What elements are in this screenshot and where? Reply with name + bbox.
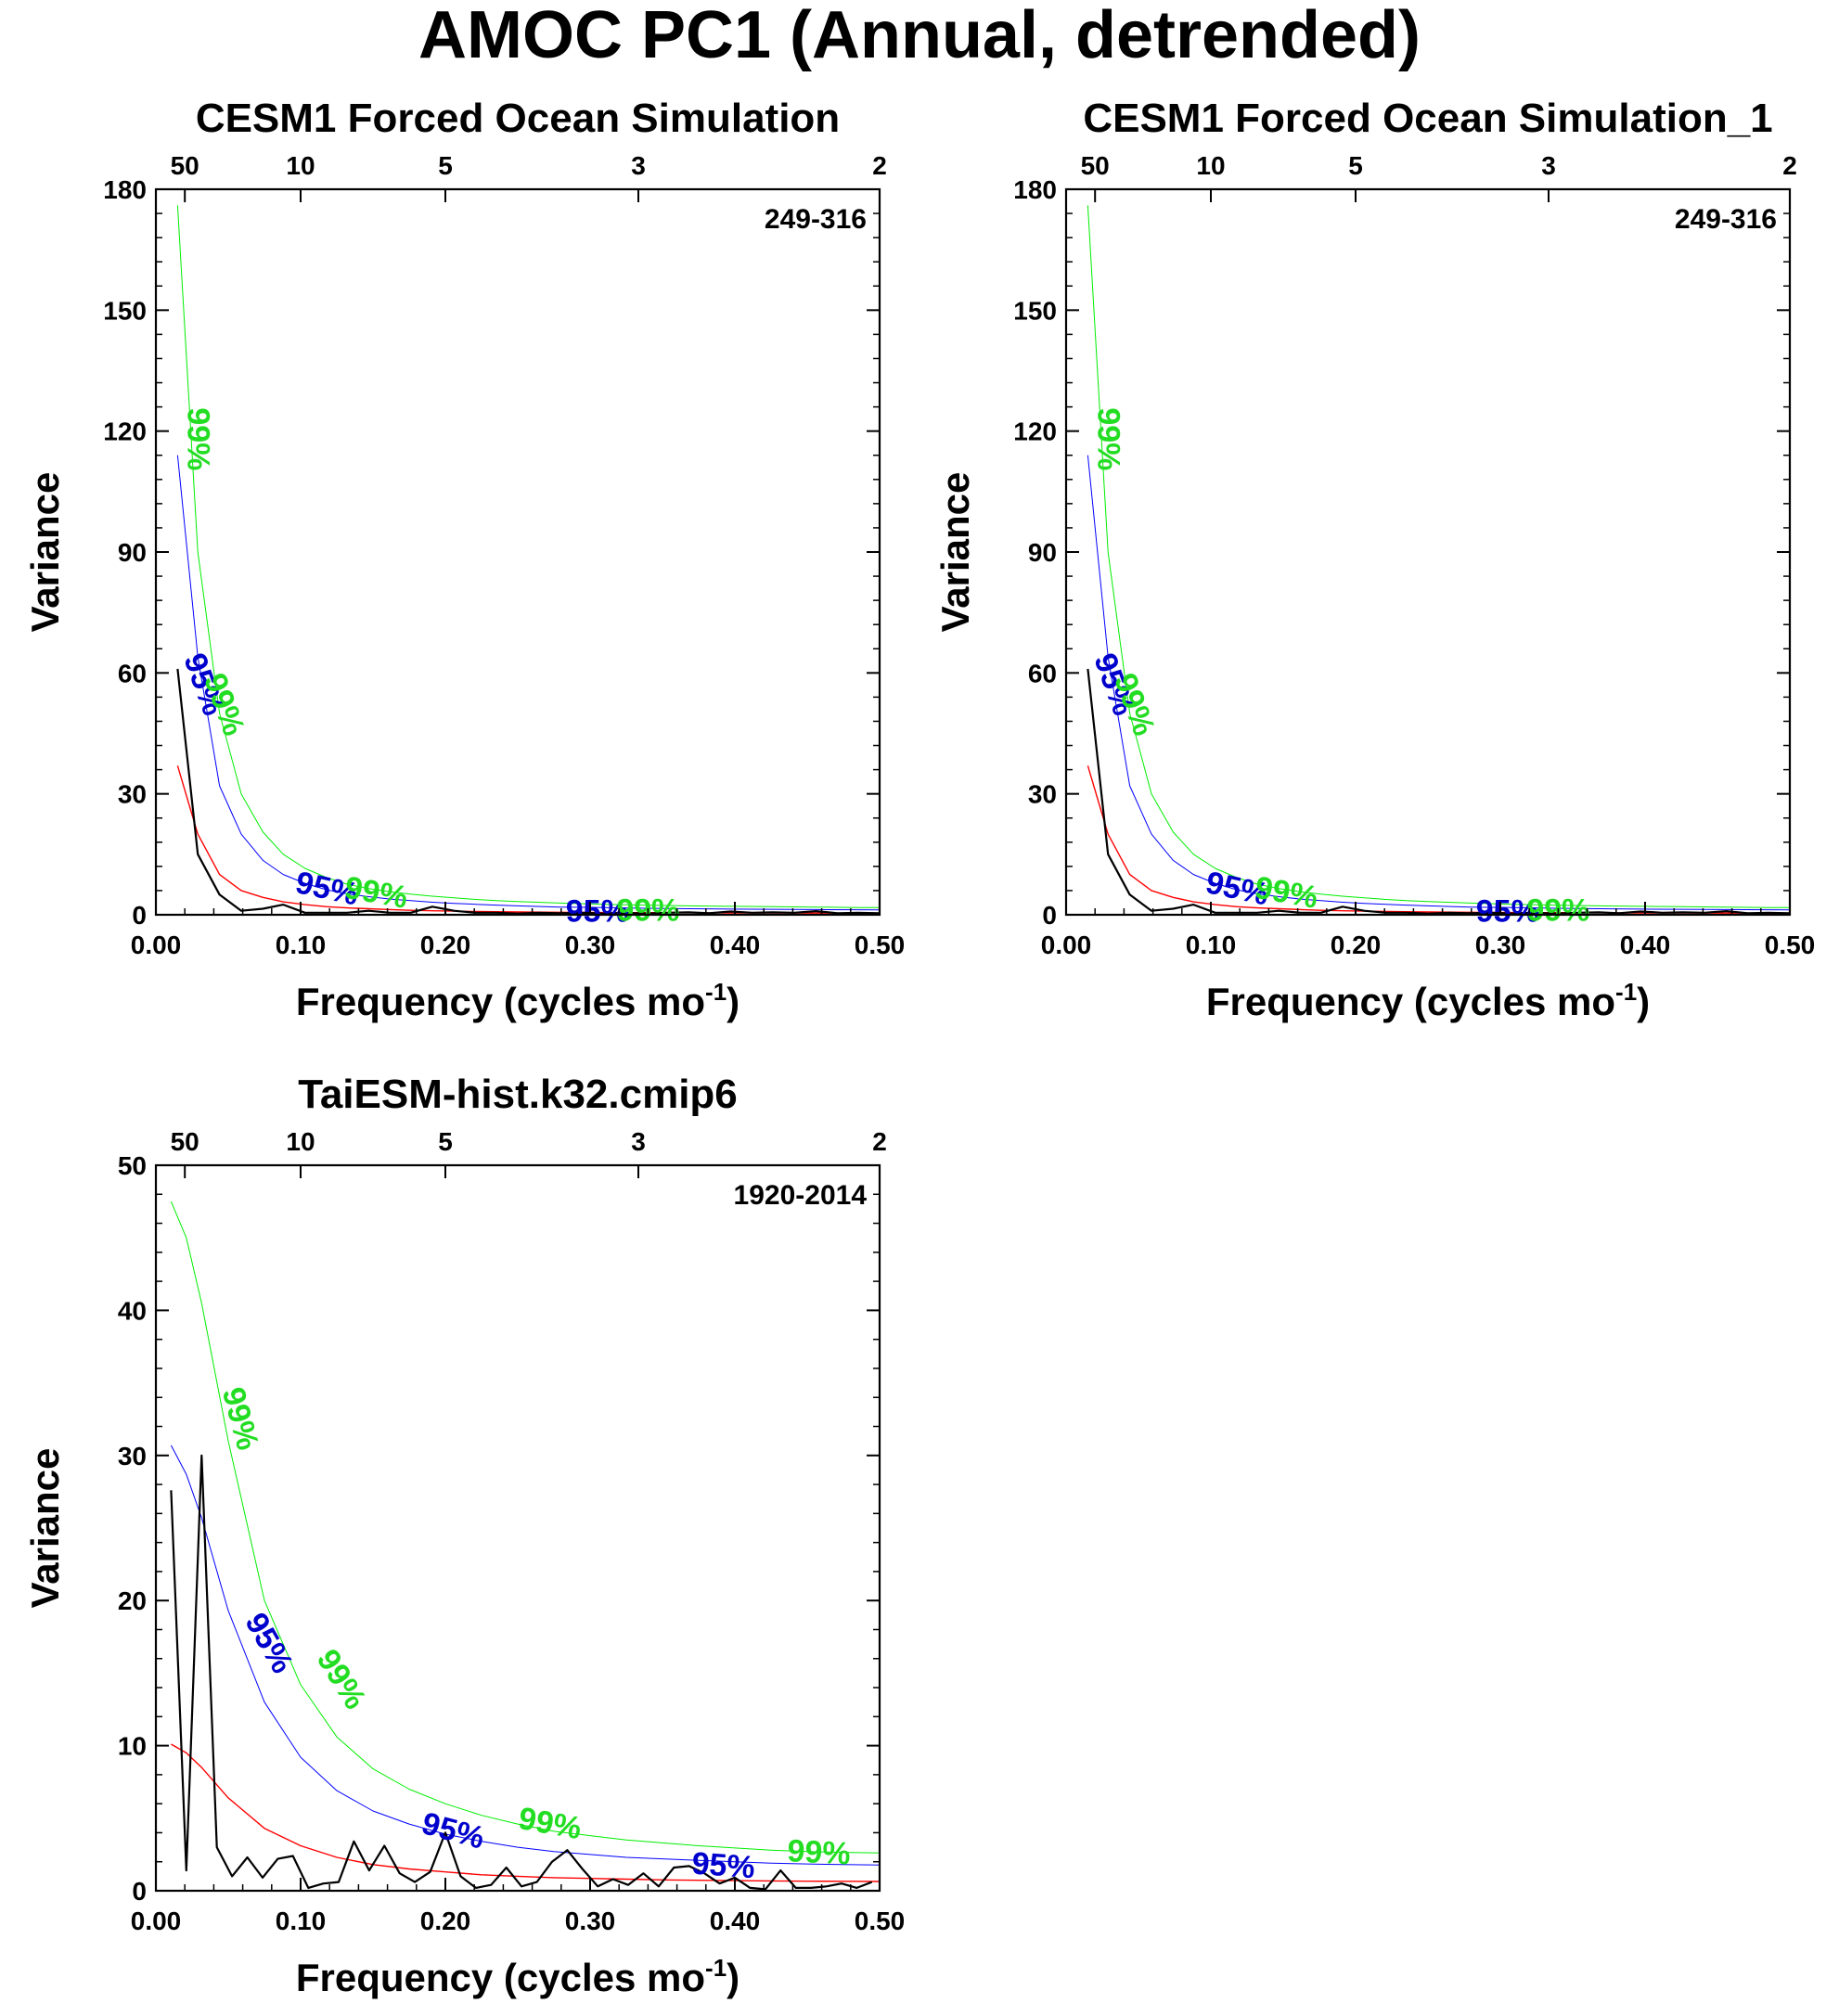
chart-1-series-spectrum <box>1087 668 1790 915</box>
chart-1-xtick-label: 0.00 <box>1041 931 1092 959</box>
chart-2-xtick-label: 0.00 <box>131 1907 182 1935</box>
chart-0-xlabel: Frequency (cycles mo-1) <box>296 978 739 1023</box>
chart-1-ytick-label: 0 <box>1042 901 1057 930</box>
chart-2-curve-label-ci99-2: 99% <box>310 1643 373 1715</box>
chart-0-period-tick-label: 50 <box>171 151 199 180</box>
chart-0-series-spectrum <box>176 668 880 915</box>
main-title: AMOC PC1 (Annual, detrended) <box>418 0 1421 72</box>
chart-1-xtick-label: 0.40 <box>1620 931 1671 959</box>
chart-2-xlabel: Frequency (cycles mo-1) <box>296 1954 739 1999</box>
chart-0-ytick-label: 60 <box>118 659 147 687</box>
chart-1-period-tick-label: 3 <box>1541 151 1556 180</box>
panel-cesm1-forced-ocean-1: CESM1 Forced Ocean Simulation_199%95%99%… <box>933 96 1815 1023</box>
chart-1-ytick-label: 180 <box>1013 175 1057 204</box>
chart-2-curves <box>170 1201 880 1891</box>
chart-2-series-ci95 <box>170 1445 880 1866</box>
chart-2-ylabel: Variance <box>23 1448 67 1609</box>
chart-1-period-tick-label: 2 <box>1782 151 1797 180</box>
chart-0-period-tick-label: 2 <box>872 151 887 180</box>
chart-2-xtick-label: 0.40 <box>710 1907 761 1935</box>
chart-0-curve-label-ci99-0: 99% <box>181 407 216 470</box>
chart-2-curve-label-ci99-0: 99% <box>215 1383 265 1454</box>
chart-0-series-ci99 <box>176 205 880 908</box>
chart-2-ytick-label: 50 <box>118 1151 147 1180</box>
chart-2-xtick-label: 0.30 <box>565 1907 616 1935</box>
chart-0-period-tick-label: 10 <box>286 151 315 180</box>
chart-2-series-ci99 <box>170 1201 880 1854</box>
chart-2-title: TaiESM-hist.k32.cmip6 <box>298 1072 738 1117</box>
chart-2-xtick-label: 0.20 <box>420 1907 471 1935</box>
chart-0-xtick-label: 0.30 <box>565 931 616 959</box>
chart-2-ytick-label: 0 <box>132 1877 147 1906</box>
chart-2-curve-label-ci99-6: 99% <box>787 1833 852 1872</box>
chart-1-xtick-label: 0.20 <box>1331 931 1382 959</box>
chart-1-period-tick-label: 50 <box>1081 151 1110 180</box>
chart-2-curve-label-ci95-3: 95% <box>418 1805 489 1855</box>
chart-1-curves <box>1087 205 1790 915</box>
chart-2-ytick-label: 30 <box>118 1442 147 1470</box>
chart-1-xtick-label: 0.30 <box>1475 931 1526 959</box>
chart-1-period-tick-label: 5 <box>1348 151 1363 180</box>
chart-0-ytick-label: 90 <box>118 538 147 567</box>
chart-1-period-tick-label: 10 <box>1196 151 1225 180</box>
chart-2-curve-label-ci99-4: 99% <box>516 1801 585 1846</box>
chart-1-xtick-label: 0.50 <box>1765 931 1816 959</box>
chart-2-series-spectrum <box>170 1454 873 1891</box>
chart-2-range-label: 1920-2014 <box>734 1180 868 1211</box>
chart-2-period-tick-label: 50 <box>171 1127 199 1156</box>
chart-0-xtick-label: 0.50 <box>855 931 906 959</box>
chart-0-ytick-label: 30 <box>118 780 147 809</box>
chart-2-xtick-label: 0.50 <box>855 1907 906 1935</box>
chart-1-series-ci99 <box>1087 205 1790 908</box>
chart-1-ytick-label: 90 <box>1028 538 1057 567</box>
chart-2-ytick-label: 10 <box>118 1732 147 1761</box>
chart-0-series-red-noise <box>176 765 880 914</box>
chart-2-ytick-label: 20 <box>118 1586 147 1615</box>
chart-0-xtick-label: 0.00 <box>131 931 182 959</box>
chart-0-period-tick-label: 3 <box>631 151 646 180</box>
chart-2-curve-label-ci95-1: 95% <box>238 1607 300 1679</box>
chart-1-xlabel: Frequency (cycles mo-1) <box>1206 978 1650 1023</box>
chart-1-series-red-noise <box>1087 765 1790 914</box>
chart-1-ytick-label: 30 <box>1028 780 1057 809</box>
chart-0-frame <box>154 187 881 917</box>
chart-0-range-label: 249-316 <box>765 204 867 235</box>
chart-0-xtick-label: 0.10 <box>276 931 327 959</box>
chart-0-curves <box>176 205 880 915</box>
chart-0-xtick-label: 0.20 <box>420 931 471 959</box>
chart-0-ytick-label: 0 <box>132 901 147 930</box>
chart-1-ylabel: Variance <box>933 472 977 633</box>
chart-0-ytick-label: 120 <box>103 417 147 446</box>
chart-0-ytick-label: 180 <box>103 175 147 204</box>
chart-1-ytick-label: 150 <box>1013 296 1057 325</box>
chart-1-ytick-label: 120 <box>1013 417 1057 446</box>
chart-1-frame <box>1064 187 1792 917</box>
chart-0-ylabel: Variance <box>23 472 67 633</box>
chart-1-ytick-label: 60 <box>1028 659 1057 687</box>
chart-2-curve-label-ci95-5: 95% <box>690 1846 756 1886</box>
chart-2-period-tick-label: 5 <box>438 1127 453 1156</box>
chart-1-curve-label-ci99-0: 99% <box>1091 407 1126 470</box>
panel-cesm1-forced-ocean: CESM1 Forced Ocean Simulation99%95%99%95… <box>23 96 905 1023</box>
chart-0-period-tick-label: 5 <box>438 151 453 180</box>
chart-1-xtick-label: 0.10 <box>1186 931 1237 959</box>
chart-2-xtick-label: 0.10 <box>276 1907 327 1935</box>
chart-0-series-ci95 <box>176 455 880 911</box>
chart-2-period-tick-label: 10 <box>286 1127 315 1156</box>
chart-2-period-tick-label: 3 <box>631 1127 646 1156</box>
chart-0-title: CESM1 Forced Ocean Simulation <box>196 96 840 141</box>
chart-0-xtick-label: 0.40 <box>710 931 761 959</box>
chart-2-frame <box>154 1163 881 1893</box>
chart-2-ytick-label: 40 <box>118 1296 147 1325</box>
chart-1-series-ci95 <box>1087 455 1790 911</box>
chart-1-range-label: 249-316 <box>1675 204 1777 235</box>
chart-0-ytick-label: 150 <box>103 296 147 325</box>
chart-2-period-tick-label: 2 <box>872 1127 887 1156</box>
chart-1-title: CESM1 Forced Ocean Simulation_1 <box>1083 96 1772 141</box>
